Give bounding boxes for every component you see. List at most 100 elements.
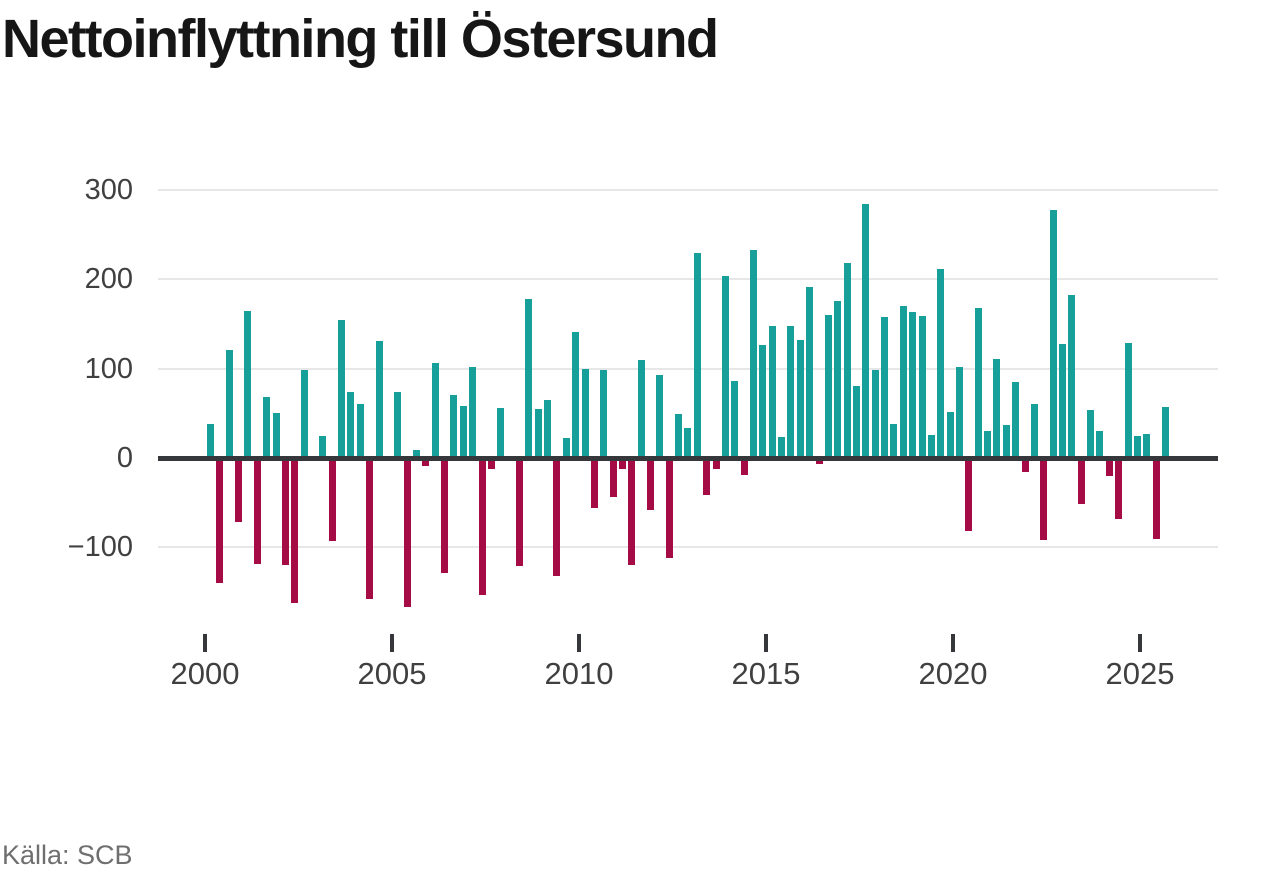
gridline	[158, 546, 1218, 549]
bar	[768, 325, 776, 458]
bar	[1077, 460, 1085, 504]
bar	[347, 391, 355, 458]
bar	[1002, 424, 1010, 458]
bar	[796, 340, 804, 458]
bar	[937, 268, 945, 458]
bar	[956, 366, 964, 458]
bar	[609, 460, 617, 497]
bar	[862, 204, 870, 458]
bar	[909, 312, 917, 458]
bar	[899, 306, 907, 458]
x-tick	[390, 634, 394, 652]
bar	[562, 438, 570, 458]
bar	[946, 412, 954, 458]
bar	[581, 368, 589, 458]
x-tick	[577, 634, 581, 652]
x-tick-label: 2015	[731, 656, 801, 691]
bar	[1087, 409, 1095, 458]
bar	[918, 315, 926, 458]
bar	[1161, 407, 1169, 458]
bar	[1068, 295, 1076, 458]
bar	[515, 460, 523, 567]
bar	[356, 403, 364, 458]
gridline	[158, 189, 1218, 191]
bar	[394, 391, 402, 458]
bar	[1040, 460, 1048, 540]
bar	[712, 460, 720, 469]
bar	[778, 437, 786, 458]
y-tick-label: 0	[116, 442, 133, 474]
bar	[525, 298, 533, 458]
bar	[618, 460, 626, 469]
bar	[890, 424, 898, 458]
bar	[328, 460, 336, 542]
bar	[300, 370, 308, 458]
bar	[319, 435, 327, 458]
bar	[1124, 342, 1132, 458]
y-tick-label: 200	[84, 263, 133, 296]
gridline	[158, 367, 1218, 370]
bar	[1030, 403, 1038, 458]
bar	[216, 460, 224, 584]
bar	[412, 449, 420, 458]
bar	[469, 366, 477, 458]
bar	[1105, 460, 1113, 477]
bar	[544, 399, 552, 458]
bar	[853, 385, 861, 458]
bar	[253, 460, 261, 564]
x-tick-label: 2005	[357, 656, 427, 691]
y-tick-label: 100	[84, 352, 133, 385]
bar	[1021, 460, 1029, 472]
bar	[497, 407, 505, 458]
bar	[1096, 431, 1104, 458]
bar	[759, 345, 767, 458]
bar	[824, 315, 832, 458]
chart-title: Nettoinflyttning till Östersund	[2, 9, 719, 69]
zero-axis-line	[158, 456, 1218, 461]
bar	[731, 381, 739, 458]
bar	[1049, 209, 1057, 458]
bar	[600, 369, 608, 458]
x-tick	[203, 634, 207, 652]
bar	[684, 427, 692, 458]
bar	[235, 460, 243, 522]
bar	[927, 434, 935, 458]
bar	[459, 406, 467, 458]
bar	[450, 395, 458, 458]
bar	[590, 460, 598, 509]
bar	[291, 460, 299, 603]
bar	[572, 332, 580, 458]
bar	[637, 359, 645, 458]
x-tick	[1138, 634, 1142, 652]
bar	[647, 460, 655, 511]
x-tick-label: 2025	[1105, 656, 1175, 691]
bar	[478, 460, 486, 595]
x-tick	[764, 634, 768, 652]
bar	[693, 253, 701, 458]
bar	[225, 349, 233, 458]
bar	[665, 460, 673, 559]
x-tick-label: 2010	[544, 656, 614, 691]
bar	[1115, 460, 1123, 519]
bar	[815, 460, 823, 465]
bar	[244, 311, 252, 458]
bar	[263, 397, 271, 458]
x-tick-label: 2020	[918, 656, 988, 691]
bar	[403, 460, 411, 607]
bar	[843, 263, 851, 458]
bar	[441, 460, 449, 573]
y-tick-label: 300	[84, 174, 133, 206]
bar	[375, 340, 383, 458]
bar	[281, 460, 289, 565]
bar	[628, 460, 636, 566]
bar	[721, 275, 729, 458]
bar	[834, 300, 842, 458]
bar	[881, 316, 889, 458]
bar	[1012, 382, 1020, 458]
gridline	[158, 278, 1218, 281]
bar	[1133, 435, 1141, 458]
bar	[656, 374, 664, 458]
bar	[534, 408, 542, 458]
